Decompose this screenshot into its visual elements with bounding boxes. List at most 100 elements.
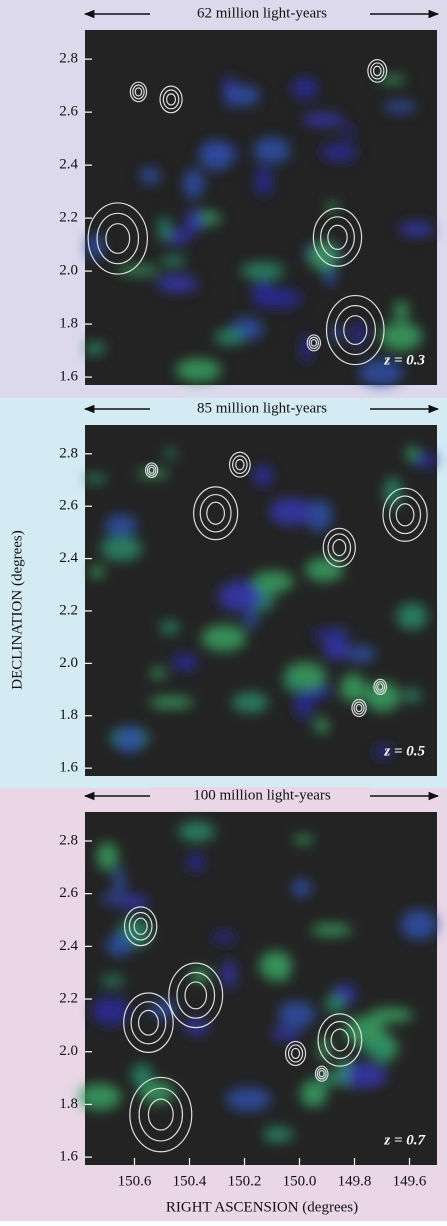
mass-blob bbox=[292, 879, 311, 898]
mass-blob bbox=[161, 256, 186, 266]
mass-blob bbox=[346, 646, 377, 662]
mass-blob bbox=[167, 229, 190, 245]
mass-blob bbox=[252, 571, 293, 593]
mass-blob bbox=[214, 329, 244, 345]
mass-blob bbox=[361, 1042, 391, 1055]
mass-blob bbox=[315, 718, 329, 733]
redshift-label: z = 0.5 bbox=[383, 743, 425, 759]
sky-image bbox=[85, 812, 437, 1165]
scale-annotation: 100 million light-years bbox=[193, 787, 331, 803]
mass-blob bbox=[263, 1127, 293, 1143]
mass-blob bbox=[160, 621, 179, 634]
redshift-label: z = 0.7 bbox=[383, 1132, 425, 1148]
y-tick-label: 2.6 bbox=[59, 104, 78, 120]
x-axis-label: RIGHT ASCENSION (degrees) bbox=[166, 1199, 358, 1215]
mass-blob bbox=[179, 821, 215, 841]
mass-blob bbox=[90, 565, 103, 579]
mass-blob bbox=[226, 85, 260, 106]
mass-blob bbox=[399, 222, 433, 236]
mass-blob bbox=[199, 140, 233, 170]
mass-blob bbox=[97, 842, 118, 871]
mass-blob bbox=[176, 359, 222, 382]
x-tick-label: 150.2 bbox=[228, 1173, 262, 1189]
mass-blob bbox=[83, 474, 107, 483]
mass-blob bbox=[187, 853, 204, 871]
y-tick-label: 2.4 bbox=[59, 550, 78, 566]
mass-blob bbox=[222, 960, 236, 988]
y-tick-label: 1.8 bbox=[59, 1096, 78, 1112]
mass-blob bbox=[158, 216, 170, 242]
figure: 62 million light-years z = 0.3 1.6 1.8 2.0 2.… bbox=[0, 0, 447, 1221]
mass-blob bbox=[78, 1084, 121, 1110]
mass-blob bbox=[293, 835, 313, 844]
y-tick-label: 2.0 bbox=[59, 1043, 78, 1059]
mass-blob bbox=[201, 625, 246, 651]
redshift-label: z = 0.3 bbox=[383, 352, 425, 368]
mass-blob bbox=[342, 1063, 387, 1088]
y-tick-label: 1.6 bbox=[59, 760, 78, 776]
mass-blob bbox=[100, 536, 142, 561]
mass-blob bbox=[312, 629, 351, 641]
mass-blob bbox=[255, 166, 272, 196]
y-tick-label: 1.6 bbox=[59, 1149, 78, 1165]
mass-blob bbox=[278, 1001, 315, 1028]
mass-blob bbox=[164, 448, 176, 458]
y-tick-label: 2.6 bbox=[59, 498, 78, 514]
y-tick-label: 2.4 bbox=[59, 157, 78, 173]
mass-blob bbox=[172, 654, 198, 671]
mass-blob bbox=[241, 262, 285, 280]
y-tick-label: 2.8 bbox=[59, 445, 78, 461]
mass-blob bbox=[116, 725, 144, 753]
mass-blob bbox=[243, 612, 258, 628]
mass-blob bbox=[101, 895, 118, 904]
scale-annotation: 62 million light-years bbox=[197, 5, 327, 21]
y-tick-label: 2.8 bbox=[59, 51, 78, 67]
mass-blob bbox=[326, 994, 345, 1015]
mass-blob bbox=[212, 932, 236, 943]
mass-blob bbox=[140, 168, 160, 185]
mass-blob bbox=[259, 951, 291, 981]
mass-blob bbox=[321, 143, 357, 161]
mass-blob bbox=[394, 300, 408, 320]
mass-blob bbox=[149, 696, 194, 708]
mass-blob bbox=[403, 689, 420, 703]
y-tick-label: 1.8 bbox=[59, 316, 78, 332]
mass-blob bbox=[368, 1008, 413, 1023]
mass-blob bbox=[107, 933, 133, 956]
x-tick-label: 150.0 bbox=[283, 1173, 317, 1189]
mass-blob bbox=[295, 689, 314, 719]
mass-blob bbox=[253, 470, 265, 480]
mass-blob bbox=[85, 342, 105, 355]
y-tick-label: 2.2 bbox=[59, 210, 78, 226]
y-tick-label: 1.6 bbox=[59, 368, 78, 384]
mass-blob bbox=[311, 924, 352, 936]
mass-blob bbox=[101, 975, 125, 985]
mass-blob bbox=[340, 674, 366, 703]
mass-blob bbox=[284, 676, 299, 692]
scale-annotation: 85 million light-years bbox=[197, 400, 327, 416]
y-tick-label: 2.0 bbox=[59, 655, 78, 671]
mass-blob bbox=[302, 113, 344, 127]
x-tick-label: 150.4 bbox=[173, 1173, 207, 1189]
mass-blob bbox=[184, 168, 205, 198]
y-tick-label: 2.6 bbox=[59, 885, 78, 901]
mass-blob bbox=[190, 968, 211, 982]
mass-blob bbox=[383, 101, 416, 112]
mass-blob bbox=[292, 77, 318, 99]
mass-blob bbox=[157, 275, 199, 293]
mass-blob bbox=[396, 603, 427, 630]
y-tick-label: 1.8 bbox=[59, 707, 78, 723]
y-tick-label: 2.0 bbox=[59, 263, 78, 279]
x-tick-label: 150.6 bbox=[118, 1173, 152, 1189]
y-tick-label: 2.2 bbox=[59, 602, 78, 618]
mass-blob bbox=[401, 909, 438, 940]
mass-blob bbox=[113, 867, 124, 899]
y-tick-label: 2.4 bbox=[59, 938, 78, 954]
mass-blob bbox=[186, 209, 203, 234]
mass-blob bbox=[343, 125, 353, 139]
x-tick-label: 149.6 bbox=[393, 1173, 427, 1189]
mass-blob bbox=[253, 137, 290, 163]
mass-blob bbox=[104, 515, 137, 536]
mass-blob bbox=[226, 1087, 271, 1111]
mass-blob bbox=[323, 639, 349, 660]
